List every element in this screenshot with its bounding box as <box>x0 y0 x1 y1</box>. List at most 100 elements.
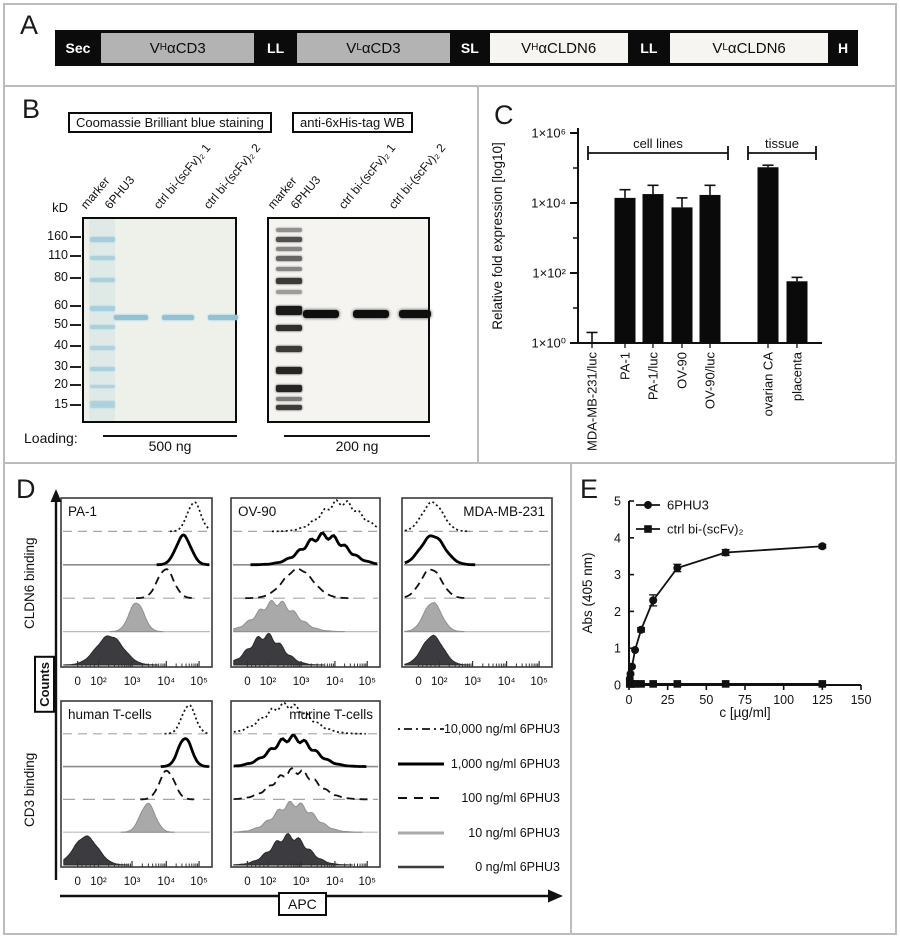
x-tick-label: 10³ <box>464 676 481 688</box>
elisa-binding-chart: 0 25 50 75 100 125 150 0 1 2 3 4 5 Abs (405 nm) c [µg/… <box>572 474 894 755</box>
x-tick-label: 125 <box>812 693 833 707</box>
histogram-panel-MDA-MB-231: 0 10² 10³ 10⁴ 10⁵ MDA-MB-231 <box>401 497 553 688</box>
histogram-curve-c100 <box>135 568 196 600</box>
x-category-label: OV-90/luc <box>703 352 718 410</box>
histogram-curve-c0 <box>404 634 470 666</box>
marker-band <box>90 325 115 330</box>
x-tick-label: 10⁴ <box>157 876 175 888</box>
x-tick-label: 75 <box>738 693 752 707</box>
x-tick-label: 10² <box>90 676 107 688</box>
marker-band <box>90 256 115 261</box>
x-axis-title: c [µg/ml] <box>719 705 770 720</box>
data-point-circle <box>649 596 658 605</box>
kd-ladder-tick <box>70 366 81 369</box>
histogram-curve-c1000 <box>156 533 210 567</box>
histogram-curve-c10000 <box>271 499 378 533</box>
x-tick-label: 10⁴ <box>498 676 516 688</box>
x-tick-label: 10⁵ <box>358 876 376 888</box>
y-tick-label: 1×10⁶ <box>531 126 566 141</box>
y-axis-title: Relative fold expression [log10] <box>490 142 505 330</box>
x-tick-label: 10³ <box>124 876 141 888</box>
histogram-curve-c100 <box>233 767 370 801</box>
panel-border <box>60 497 213 668</box>
kd-ladder-value: 30 <box>54 359 68 374</box>
data-point-circle <box>631 646 640 655</box>
panel-border <box>230 700 381 868</box>
kd-ladder-value: 160 <box>47 228 68 243</box>
marker-band <box>90 384 115 388</box>
x-tick-label: 100 <box>773 693 794 707</box>
bar-PA-1 <box>614 197 636 343</box>
marker-band <box>276 384 302 392</box>
kd-ladder-tick <box>70 276 81 279</box>
construct-diagram: Sec V H αCD3 LL V L αCD3 SL V H αCLDN6 LL V L αCLDN… <box>55 30 858 66</box>
gel2-title: anti-6xHis-tag WB <box>292 112 413 133</box>
divider-below-panel-a <box>5 85 895 87</box>
x-tick-label: 10² <box>260 676 277 688</box>
x-tick-label: 10⁴ <box>326 876 344 888</box>
histogram-curve-c10000 <box>169 501 210 533</box>
bar-PA-1/luc <box>642 194 664 343</box>
legend-entry-c100: 100 ng/ml 6PHU3 <box>396 791 560 805</box>
kd-ladder-value: 15 <box>54 397 68 412</box>
panel-a-letter: A <box>20 10 39 40</box>
histogram-curve-c10000 <box>233 702 366 735</box>
kd-ladder-value: 80 <box>54 269 68 284</box>
y-tick-label: 1×10² <box>532 266 566 281</box>
legend-label-c100: 100 ng/ml 6PHU3 <box>461 791 560 805</box>
legend-line-sample-c100 <box>398 797 444 799</box>
data-point-square <box>631 680 639 688</box>
gel1-title: Coomassie Brilliant blue staining <box>68 112 272 133</box>
loading-label: Loading: <box>24 430 78 446</box>
legend-entry-c1000: 1,000 ng/ml 6PHU3 <box>396 757 560 771</box>
histogram-curve-c10 <box>109 602 164 633</box>
kd-ladder-value: 20 <box>54 376 68 391</box>
panel-title: human T-cells <box>68 707 152 722</box>
legend-label-c10000: 10,000 ng/ml 6PHU3 <box>443 722 560 736</box>
cd3-binding-axis-label: CD3 binding <box>22 752 37 828</box>
x-tick-label: 10³ <box>293 876 310 888</box>
data-point-circle <box>673 563 682 572</box>
divider-d-e <box>570 462 572 933</box>
y-tick-label: 1×10⁴ <box>531 196 566 211</box>
marker-band <box>90 236 115 242</box>
sample-band-gel2-2 <box>399 309 431 318</box>
sample-band-gel1-1 <box>162 314 194 320</box>
panel-title: murine T-cells <box>289 707 373 722</box>
kd-ladder-tick <box>70 383 81 386</box>
construct-segment-6: LL <box>630 33 667 63</box>
histogram-curve-c10 <box>120 802 175 833</box>
panel-title: OV-90 <box>238 504 276 519</box>
data-point-circle <box>626 669 635 678</box>
x-tick-label: 25 <box>661 693 675 707</box>
marker-band <box>276 246 302 251</box>
x-tick-label: 10² <box>431 676 448 688</box>
x-tick-label: 0 <box>74 876 80 888</box>
kd-ladder-value: 50 <box>54 317 68 332</box>
bar-OV-90 <box>671 207 693 343</box>
kd-unit-label: kD <box>52 200 68 215</box>
legend-line-sample-c10000 <box>398 728 444 730</box>
construct-segment-4: SL <box>453 33 487 63</box>
sample-band-gel2-1 <box>353 309 389 318</box>
bar-ovarian CA <box>757 167 779 343</box>
expression-bar-chart: 1×10⁶ 1×10⁴ 1×10² 1×10⁰ MDA-MB-231/luc PA-1 PA… <box>480 100 895 467</box>
panel-d-letter: D <box>16 474 36 504</box>
series-line-6PHU3 <box>628 545 823 679</box>
y-tick-label: 2 <box>614 605 621 619</box>
kd-ladder-tick <box>70 404 81 407</box>
marker-band <box>276 325 302 332</box>
x-category-label: placenta <box>790 351 805 401</box>
group-label: tissue <box>765 136 799 151</box>
legend-label-c10: 10 ng/ml 6PHU3 <box>468 825 560 840</box>
divider-b-c <box>477 85 479 464</box>
divider-mid <box>5 462 895 464</box>
coomassie-gel-image <box>82 217 238 423</box>
panel-b-letter: B <box>22 94 41 124</box>
legend-label-c1000: 1,000 ng/ml 6PHU3 <box>450 756 560 771</box>
histogram-curve-c10000 <box>164 704 210 735</box>
legend-line-sample-c1000 <box>398 762 444 765</box>
